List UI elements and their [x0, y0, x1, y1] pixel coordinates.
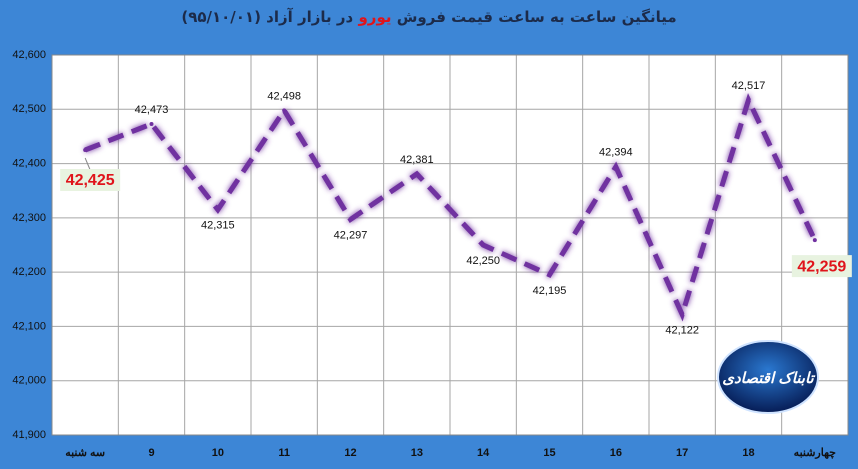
logo: تابناک اقتصادی	[717, 340, 819, 414]
x-tick-label: 13	[411, 447, 423, 459]
data-label: 42,394	[599, 147, 633, 159]
x-tick-label: چهارشنبه	[794, 447, 836, 459]
x-tick-label: 17	[676, 447, 688, 459]
point	[547, 272, 552, 277]
y-tick-label: 42,500	[12, 103, 46, 115]
x-tick-label: 18	[742, 447, 754, 459]
label-box	[791, 255, 852, 278]
data-label: 42,473	[135, 104, 169, 116]
title-highlight: یورو	[358, 8, 392, 26]
chart-title: میانگین ساعت به ساعت قیمت فروش یورو در ب…	[0, 8, 858, 26]
point	[282, 108, 287, 113]
point	[348, 217, 353, 222]
y-tick-label: 42,200	[12, 266, 46, 278]
y-tick-label: 42,300	[12, 212, 46, 224]
y-tick-label: 42,600	[12, 49, 46, 61]
x-tick-label: 14	[477, 447, 490, 459]
data-label: 42,381	[400, 154, 434, 166]
point	[414, 171, 419, 176]
data-label: 42,122	[665, 324, 699, 336]
data-label: 42,498	[267, 90, 301, 102]
leader-line	[84, 157, 91, 171]
y-tick-label: 41,900	[12, 429, 46, 441]
data-label: 42,297	[334, 229, 368, 241]
title-part: در بازار آزاد (۹۵/۱۰/۰۱)	[181, 8, 354, 26]
point	[83, 148, 88, 152]
title-part: میانگین ساعت به ساعت قیمت فروش	[396, 8, 677, 26]
x-tick-label: 15	[543, 447, 555, 459]
data-label: 42,517	[732, 80, 766, 92]
logo-badge	[717, 340, 819, 414]
x-tick-label: 9	[148, 447, 154, 459]
series-line	[84, 93, 818, 322]
data-label: 42,315	[201, 220, 235, 232]
data-label: 42,259	[797, 258, 846, 275]
point	[215, 207, 220, 212]
data-label: 42,250	[466, 255, 500, 267]
data-label: 42,425	[66, 172, 115, 189]
y-tick-label: 42,400	[12, 157, 46, 169]
x-tick-label: 11	[278, 447, 290, 459]
point	[149, 121, 154, 126]
point	[481, 243, 486, 247]
logo-text: تابناک اقتصادی	[722, 370, 815, 387]
data-label: 42,195	[533, 285, 567, 297]
point	[680, 312, 685, 317]
x-tick-label: 10	[212, 447, 224, 459]
x-tick-label: 12	[344, 447, 356, 459]
x-tick-label: 16	[610, 447, 622, 459]
plot-border	[51, 54, 849, 436]
label-box	[60, 169, 121, 191]
y-tick-label: 42,100	[12, 320, 46, 332]
point	[613, 164, 618, 169]
x-tick-label: سه شنبه	[65, 447, 105, 459]
y-tick-label: 42,000	[12, 375, 46, 387]
point	[746, 98, 751, 103]
point	[812, 238, 817, 243]
